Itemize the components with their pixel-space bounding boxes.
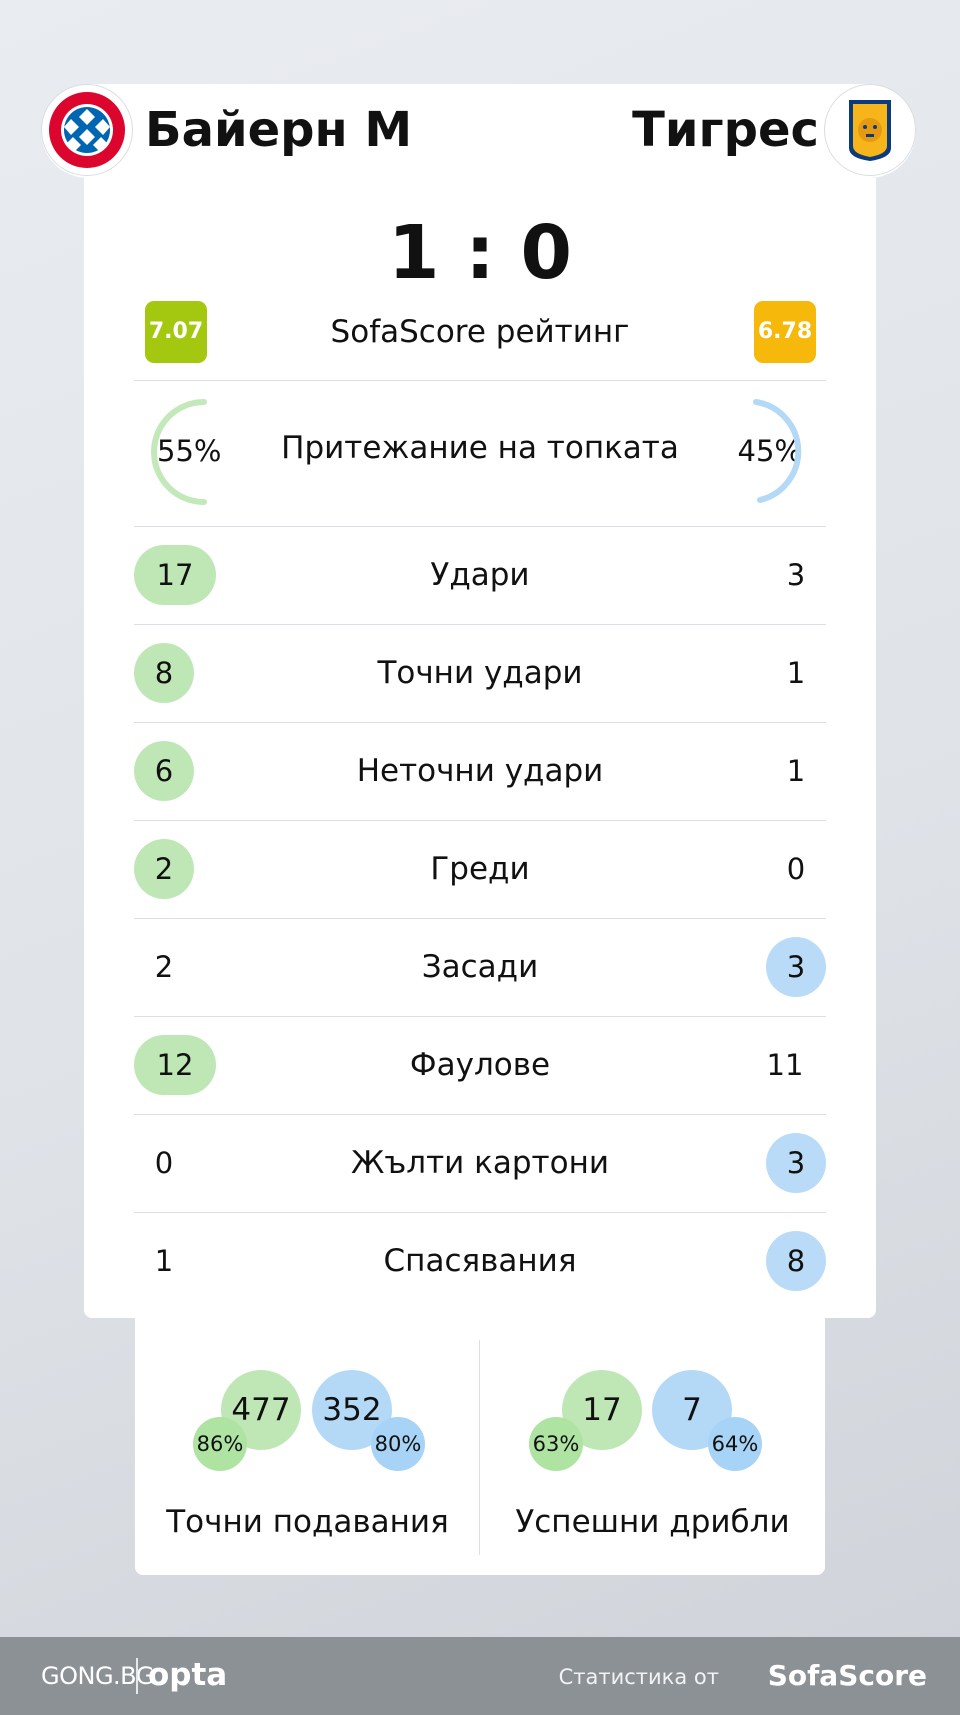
stat-row: 12 Фаулове 11 xyxy=(84,1016,876,1114)
stat-row: 2 Засади 3 xyxy=(84,918,876,1016)
divider xyxy=(134,1016,826,1017)
home-stat-value: 2 xyxy=(134,839,194,899)
home-stat-value: 1 xyxy=(154,1244,174,1278)
divider xyxy=(134,918,826,919)
away-possession-value: 45% xyxy=(737,434,802,468)
stat-label: Засади xyxy=(421,949,539,985)
away-stat-value: 8 xyxy=(766,1231,826,1291)
stat-label: Фаулове xyxy=(409,1047,551,1083)
away-stat-value: 1 xyxy=(786,754,806,788)
divider xyxy=(134,1212,826,1213)
stat-label: Удари xyxy=(430,557,530,593)
home-rating-badge: 7.07 xyxy=(145,301,207,363)
stat-label: Спасявания xyxy=(383,1243,577,1279)
home-possession-arc xyxy=(151,399,207,505)
tigres-crest-icon xyxy=(849,100,891,161)
stats-card: 1 : 0 7.07 SofaScore рейтинг 6.78 55% Пр… xyxy=(84,178,876,1318)
match-score: 1 : 0 xyxy=(387,210,573,296)
stat-row: 1 Спасявания 8 xyxy=(84,1212,876,1310)
divider xyxy=(134,380,826,381)
away-stat-value: 3 xyxy=(766,937,826,997)
possession-label: Притежание на топката xyxy=(281,430,679,466)
opta-logo: opta xyxy=(148,1657,228,1693)
home-stat-value: 8 xyxy=(134,643,194,703)
away-team-name: Тигрес xyxy=(632,102,819,158)
home-stat-value: 2 xyxy=(154,950,174,984)
match-header: Байерн М Тигрес xyxy=(41,84,916,178)
stat-label: Жълти картони xyxy=(350,1145,609,1181)
home-stat-value: 12 xyxy=(134,1035,216,1095)
footer-divider xyxy=(136,1658,138,1694)
divider xyxy=(134,722,826,723)
away-stat-value: 11 xyxy=(766,1048,804,1082)
home-possession-value: 55% xyxy=(157,434,222,468)
footer: GONG.BG opta Статистика от SofaScore xyxy=(0,1637,960,1715)
away-stat-value: 0 xyxy=(786,852,806,886)
passes-label: Точни подавания xyxy=(166,1504,449,1540)
stats-by-label: Статистика от xyxy=(558,1665,719,1689)
stat-label: Точни удари xyxy=(377,655,583,691)
stat-row: 2 Греди 0 xyxy=(84,820,876,918)
away-possession-arc xyxy=(753,399,802,503)
rating-label: SofaScore рейтинг xyxy=(330,314,630,350)
dribbles-label: Успешни дрибли xyxy=(515,1504,790,1540)
home-stat-value: 0 xyxy=(154,1146,174,1180)
stat-row: 17 Удари 3 xyxy=(84,526,876,624)
stat-label: Греди xyxy=(430,851,530,887)
divider xyxy=(134,624,826,625)
vertical-divider xyxy=(479,1340,480,1555)
stat-row: 8 Точни удари 1 xyxy=(84,624,876,722)
home-dribbles-pct-bubble: 63% xyxy=(529,1417,583,1471)
home-passes-pct-bubble: 86% xyxy=(193,1417,247,1471)
away-stat-value: 3 xyxy=(786,558,806,592)
divider xyxy=(134,1114,826,1115)
away-stat-value: 3 xyxy=(766,1133,826,1193)
home-stat-value: 6 xyxy=(134,741,194,801)
away-stat-value: 1 xyxy=(786,656,806,690)
home-team-name: Байерн М xyxy=(145,102,413,158)
stat-row: 6 Неточни удари 1 xyxy=(84,722,876,820)
bottom-stats-card: 477 86% 352 80% Точни подавания 17 63% 7… xyxy=(135,1318,825,1575)
away-passes-pct-bubble: 80% xyxy=(371,1417,425,1471)
divider xyxy=(134,820,826,821)
divider xyxy=(134,526,826,527)
stat-row: 0 Жълти картони 3 xyxy=(84,1114,876,1212)
away-rating-badge: 6.78 xyxy=(754,301,816,363)
stat-label: Неточни удари xyxy=(356,753,604,789)
home-team-logo xyxy=(41,84,133,176)
away-dribbles-pct-bubble: 64% xyxy=(708,1417,762,1471)
home-stat-value: 17 xyxy=(134,545,216,605)
sofascore-logo: SofaScore xyxy=(767,1659,927,1692)
bayern-crest-icon xyxy=(49,92,125,168)
away-team-logo xyxy=(824,84,916,176)
gong-logo: GONG.BG xyxy=(41,1662,154,1690)
